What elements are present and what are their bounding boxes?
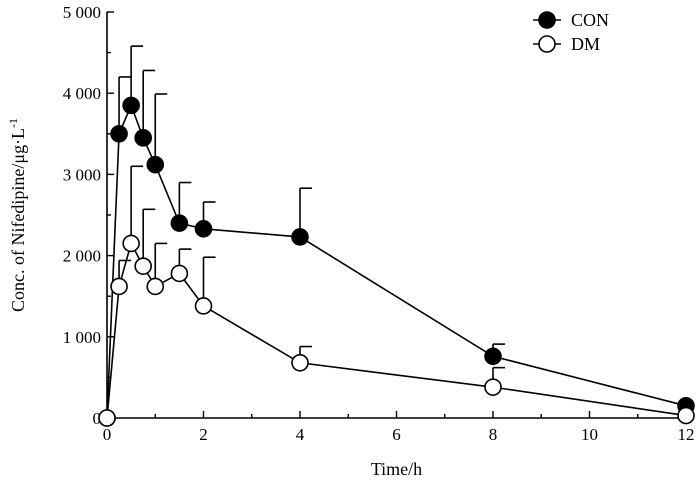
- series-dm: [98, 165, 695, 427]
- x-axis-title: Time/h: [371, 459, 422, 479]
- y-axis: 0 1 000 2 000 3 000 4 000 5 000: [63, 3, 114, 428]
- y-tick-label: 1 000: [63, 328, 101, 347]
- y-tick-label: 0: [93, 409, 102, 428]
- data-point: [170, 214, 189, 232]
- data-point: [122, 96, 140, 115]
- y-axis-title-superscript: -1: [6, 118, 20, 128]
- x-tick-label: 8: [489, 425, 498, 444]
- y-tick-label: 3 000: [63, 165, 101, 184]
- y-axis-title: Conc. of Nifedipine/μg·L-1: [6, 118, 28, 312]
- legend-item: DM: [533, 34, 600, 54]
- legend-label: DM: [571, 34, 600, 54]
- y-tick-label: 2 000: [63, 247, 101, 266]
- plot-area: [98, 45, 695, 427]
- x-tick-label: 4: [296, 425, 305, 444]
- x-tick-label: 6: [392, 425, 401, 444]
- y-tick-label: 5 000: [63, 3, 101, 22]
- data-point: [291, 353, 309, 372]
- y-tick-label: 4 000: [63, 84, 101, 103]
- data-point: [146, 155, 165, 174]
- legend: CON DM: [533, 10, 609, 54]
- data-point: [291, 228, 309, 246]
- legend-label: CON: [571, 10, 609, 30]
- legend-marker: [538, 35, 556, 53]
- data-point: [110, 277, 128, 296]
- legend-marker: [538, 11, 556, 29]
- data-point: [122, 234, 140, 253]
- data-point: [110, 125, 128, 143]
- data-point: [484, 347, 502, 366]
- data-point: [146, 277, 165, 296]
- y-axis-title-main: Conc. of Nifedipine/μg·L: [8, 128, 28, 312]
- series-con: [98, 45, 695, 427]
- data-point: [170, 264, 189, 283]
- x-tick-label: 10: [581, 425, 598, 444]
- legend-item: CON: [533, 10, 609, 30]
- x-tick-label: 2: [199, 425, 208, 444]
- x-tick-label: 12: [678, 425, 695, 444]
- data-point: [134, 257, 152, 275]
- data-point: [98, 409, 116, 427]
- x-axis: 0 2 4 6 8 10 12: [103, 411, 695, 444]
- data-point: [484, 378, 502, 396]
- series-line: [106, 241, 687, 419]
- data-point: [194, 297, 213, 315]
- x-tick-label: 0: [103, 425, 112, 444]
- data-point: [677, 406, 695, 425]
- data-point: [134, 129, 152, 147]
- data-point: [194, 220, 213, 238]
- series-line: [106, 103, 687, 419]
